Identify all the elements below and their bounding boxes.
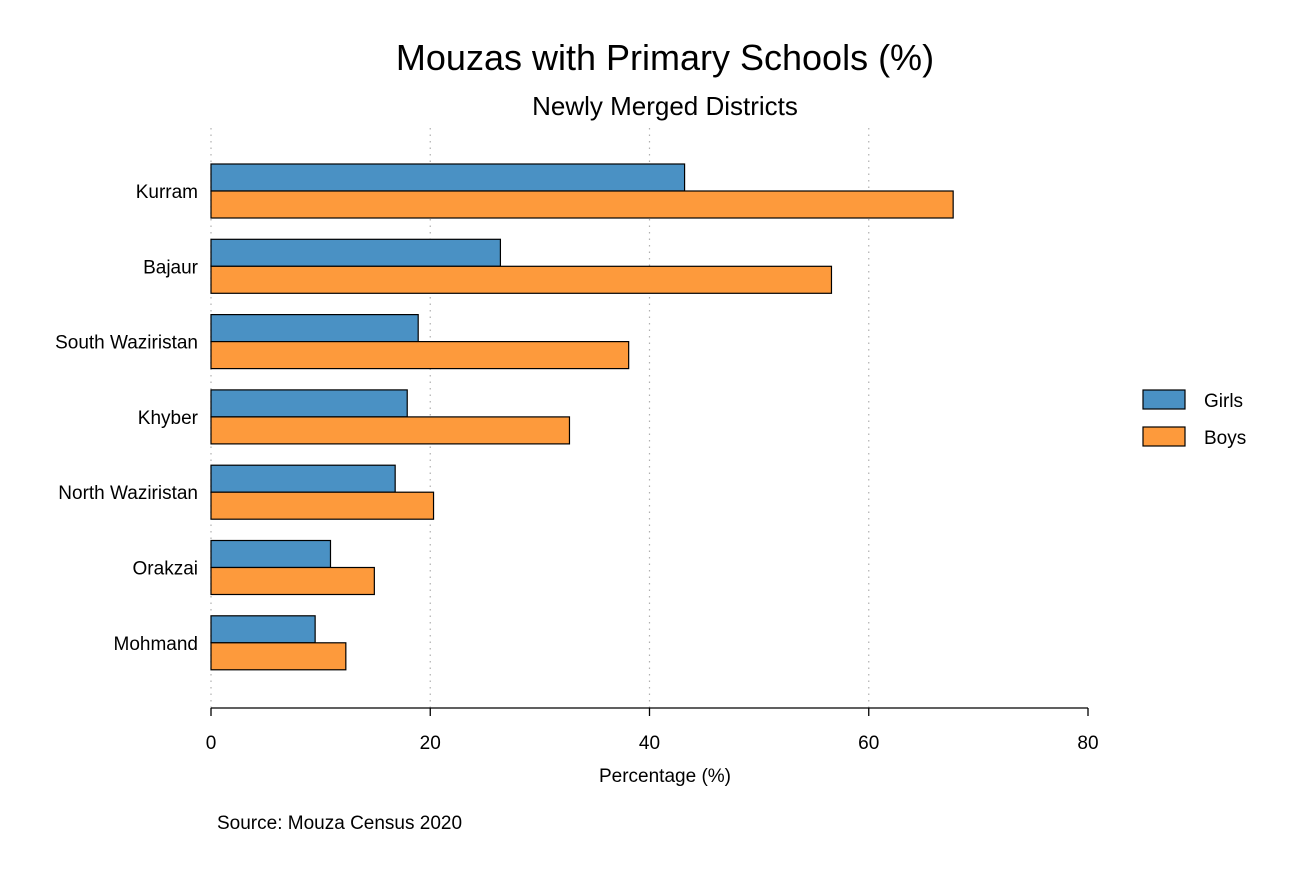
category-label: North Waziristan: [58, 483, 198, 504]
category-label: Orakzai: [133, 559, 198, 580]
category-label: Mohmand: [114, 634, 199, 655]
bar-boys-khyber: [210, 416, 571, 445]
x-axis-title: Percentage (%): [599, 766, 731, 787]
bar-boys-bajaur: [210, 265, 833, 294]
bar-girls-kurram: [210, 163, 686, 192]
bar-girls-bajaur: [210, 238, 502, 267]
bar-girls-khyber: [210, 389, 408, 418]
x-tick-label: 20: [420, 733, 441, 754]
chart-subtitle: Newly Merged Districts: [532, 91, 798, 121]
bar-boys-north-waziristan: [210, 491, 435, 520]
x-tick-label: 60: [858, 733, 879, 754]
category-label: Khyber: [138, 408, 199, 429]
legend-swatch-boys: [1142, 426, 1186, 447]
bar-boys-south-waziristan: [210, 341, 630, 370]
source-note: Source: Mouza Census 2020: [217, 813, 462, 834]
category-label: South Waziristan: [55, 333, 198, 354]
bar-girls-mohmand: [210, 615, 316, 644]
x-axis-ticks: 0 20 40 60 80: [206, 708, 1099, 754]
bars: [210, 163, 954, 671]
legend: Girls Boys: [1142, 389, 1246, 449]
bar-boys-mohmand: [210, 642, 347, 671]
bar-boys-kurram: [210, 190, 954, 219]
bar-girls-south-waziristan: [210, 314, 419, 343]
bar-girls-north-waziristan: [210, 464, 396, 493]
chart-title: Mouzas with Primary Schools (%): [396, 37, 934, 78]
x-tick-label: 40: [639, 733, 660, 754]
category-labels: Kurram Bajaur South Waziristan Khyber North …: [55, 182, 199, 655]
legend-swatch-girls: [1142, 389, 1186, 410]
bar-boys-orakzai: [210, 566, 375, 596]
category-label: Bajaur: [143, 257, 199, 278]
legend-label-boys: Boys: [1204, 428, 1246, 449]
bar-girls-orakzai: [210, 539, 332, 569]
legend-label-girls: Girls: [1204, 391, 1243, 412]
x-tick-label: 80: [1077, 733, 1098, 754]
category-label: Kurram: [136, 182, 198, 203]
x-tick-label: 0: [206, 733, 217, 754]
